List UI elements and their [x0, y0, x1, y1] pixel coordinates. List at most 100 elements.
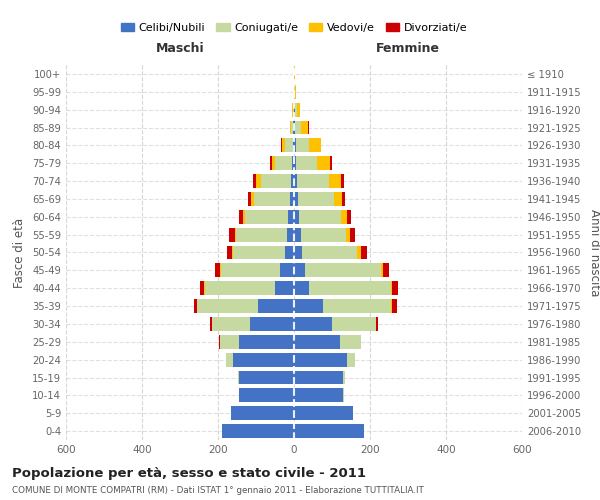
Bar: [293, 120, 294, 134]
Bar: [212, 317, 250, 331]
Bar: [220, 264, 221, 278]
Bar: [343, 388, 344, 402]
Bar: [280, 264, 294, 278]
Bar: [294, 406, 353, 420]
Bar: [332, 317, 376, 331]
Bar: [197, 299, 258, 313]
Bar: [194, 299, 197, 313]
Bar: [258, 299, 294, 313]
Bar: [391, 281, 392, 295]
Bar: [285, 138, 293, 152]
Bar: [239, 210, 242, 224]
Text: Femmine: Femmine: [376, 42, 440, 55]
Bar: [294, 120, 295, 134]
Bar: [292, 156, 294, 170]
Bar: [294, 102, 295, 117]
Bar: [232, 406, 294, 420]
Bar: [236, 228, 287, 241]
Bar: [290, 120, 292, 134]
Bar: [329, 174, 341, 188]
Bar: [281, 138, 282, 152]
Bar: [296, 138, 309, 152]
Legend: Celibi/Nubili, Coniugati/e, Vedovi/e, Divorziati/e: Celibi/Nubili, Coniugati/e, Vedovi/e, Di…: [116, 18, 472, 37]
Bar: [227, 246, 232, 260]
Bar: [269, 156, 272, 170]
Bar: [294, 156, 296, 170]
Bar: [294, 228, 301, 241]
Bar: [229, 228, 235, 241]
Bar: [361, 246, 367, 260]
Bar: [219, 335, 220, 349]
Bar: [242, 210, 245, 224]
Bar: [330, 156, 332, 170]
Bar: [295, 85, 296, 99]
Bar: [254, 192, 290, 206]
Bar: [301, 120, 308, 134]
Y-axis label: Anni di nascita: Anni di nascita: [588, 209, 600, 296]
Bar: [299, 210, 341, 224]
Bar: [200, 281, 205, 295]
Bar: [341, 174, 344, 188]
Bar: [302, 246, 358, 260]
Bar: [248, 192, 251, 206]
Bar: [294, 352, 347, 366]
Bar: [342, 192, 346, 206]
Bar: [296, 156, 317, 170]
Bar: [383, 264, 389, 278]
Bar: [294, 281, 309, 295]
Bar: [382, 264, 383, 278]
Bar: [251, 192, 254, 206]
Bar: [294, 264, 305, 278]
Bar: [294, 210, 299, 224]
Bar: [290, 192, 294, 206]
Bar: [205, 281, 275, 295]
Bar: [323, 299, 391, 313]
Bar: [291, 174, 294, 188]
Bar: [296, 102, 300, 117]
Bar: [391, 299, 392, 313]
Bar: [341, 210, 347, 224]
Bar: [392, 299, 397, 313]
Bar: [340, 335, 361, 349]
Bar: [301, 228, 346, 241]
Bar: [294, 138, 296, 152]
Bar: [294, 424, 364, 438]
Bar: [239, 335, 294, 349]
Bar: [282, 138, 285, 152]
Bar: [215, 264, 220, 278]
Bar: [245, 210, 289, 224]
Bar: [309, 281, 391, 295]
Bar: [235, 228, 236, 241]
Text: Maschi: Maschi: [155, 42, 205, 55]
Bar: [239, 370, 294, 384]
Bar: [358, 246, 361, 260]
Bar: [334, 192, 342, 206]
Bar: [287, 228, 294, 241]
Bar: [294, 246, 302, 260]
Bar: [346, 228, 350, 241]
Bar: [272, 156, 275, 170]
Bar: [295, 102, 296, 117]
Bar: [293, 138, 294, 152]
Bar: [376, 317, 377, 331]
Bar: [294, 299, 323, 313]
Bar: [294, 174, 297, 188]
Bar: [305, 264, 382, 278]
Bar: [239, 388, 294, 402]
Bar: [292, 120, 293, 134]
Bar: [350, 228, 355, 241]
Bar: [220, 335, 239, 349]
Bar: [238, 370, 239, 384]
Bar: [226, 352, 233, 366]
Bar: [211, 317, 212, 331]
Bar: [295, 120, 301, 134]
Bar: [284, 246, 294, 260]
Bar: [222, 424, 294, 438]
Bar: [294, 335, 340, 349]
Bar: [309, 138, 320, 152]
Bar: [232, 246, 233, 260]
Bar: [297, 174, 329, 188]
Bar: [233, 246, 284, 260]
Text: Popolazione per età, sesso e stato civile - 2011: Popolazione per età, sesso e stato civil…: [12, 468, 366, 480]
Bar: [275, 281, 294, 295]
